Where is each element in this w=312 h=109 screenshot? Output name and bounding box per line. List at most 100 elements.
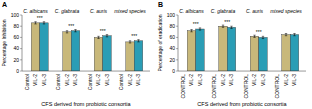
error-cap	[97, 38, 99, 39]
error-bar	[262, 36, 264, 38]
error-cap	[285, 35, 287, 36]
bar	[196, 29, 204, 71]
y-tick	[176, 59, 178, 60]
error-bar	[97, 36, 99, 38]
group-label: C. glabrata	[211, 8, 236, 14]
error-cap	[199, 30, 201, 31]
error-line	[199, 28, 200, 30]
y-tick	[20, 37, 22, 38]
error-bar	[222, 25, 224, 27]
y-tick	[20, 48, 22, 49]
y-tick-label: 80	[169, 23, 175, 29]
group-label: mixed species	[270, 8, 302, 14]
figure: AControlControlControlControlVIL-2VIL-2V…	[0, 0, 312, 109]
x-tick-label: Control	[55, 74, 61, 90]
bar	[187, 31, 195, 71]
plot-area	[187, 25, 298, 71]
x-tick-label: Control	[87, 74, 93, 90]
y-tick-label: 20	[169, 57, 175, 63]
x-tick-label: VIL-2	[220, 74, 226, 86]
x-tick-label: CONTROL	[274, 74, 280, 99]
error-bar	[230, 26, 232, 28]
error-cap	[74, 31, 76, 32]
error-bar	[66, 31, 68, 33]
y-tick-label: 40	[169, 45, 175, 51]
group-label: C. albicans	[23, 8, 48, 14]
x-tick-label: CONTROL	[211, 74, 217, 99]
error-bar	[199, 28, 201, 30]
error-cap	[34, 23, 36, 24]
error-cap	[262, 38, 264, 39]
bar	[259, 37, 267, 71]
error-cap	[293, 33, 295, 34]
error-cap	[199, 27, 201, 28]
annotation: ***	[37, 15, 43, 21]
x-tick-label: VIL-3	[260, 74, 266, 86]
x-tick-label: VIL-2	[64, 74, 70, 86]
error-cap	[262, 36, 264, 37]
y-tick-label: 60	[13, 34, 19, 40]
error-bar	[106, 35, 108, 37]
error-line	[223, 25, 224, 27]
error-cap	[106, 34, 108, 35]
error-cap	[129, 40, 131, 41]
annotation: ***	[193, 21, 199, 27]
y-tick	[176, 48, 178, 49]
error-line	[191, 30, 192, 32]
bar	[250, 36, 258, 71]
panel-title: A	[2, 1, 7, 8]
error-bar	[129, 41, 131, 43]
y-tick	[176, 26, 178, 27]
panel: AControlControlControlControlVIL-2VIL-2V…	[1, 1, 150, 107]
error-cap	[66, 30, 68, 31]
x-tick-label: CONTROL	[243, 74, 249, 99]
error-bar	[293, 33, 295, 35]
x-tick-label: VIL-2	[188, 74, 194, 86]
error-line	[286, 33, 287, 35]
bar	[63, 32, 71, 71]
error-line	[262, 36, 263, 38]
x-tick-label: VIL-3	[197, 74, 203, 86]
error-bar	[74, 30, 76, 32]
y-tick-label: 0	[172, 68, 175, 74]
error-cap	[34, 21, 36, 22]
error-bar	[34, 22, 36, 24]
x-tick-label: Control	[118, 74, 124, 90]
error-bar	[285, 33, 287, 35]
error-cap	[66, 32, 68, 33]
bar	[219, 26, 227, 71]
x-axis-line	[22, 71, 150, 72]
group-label: mixed species	[114, 8, 146, 14]
error-cap	[137, 41, 139, 42]
error-cap	[253, 37, 255, 38]
error-cap	[253, 35, 255, 36]
bar	[134, 41, 142, 71]
bar	[31, 23, 39, 71]
y-tick	[176, 15, 178, 16]
x-tick-label: VIL-3	[291, 74, 297, 86]
error-cap	[190, 29, 192, 30]
plot-area	[31, 22, 142, 71]
annotation: ***	[100, 28, 106, 34]
bar	[71, 31, 79, 71]
error-bar	[253, 35, 255, 37]
x-axis-line	[178, 71, 306, 72]
x-tick-label: Control	[24, 74, 30, 90]
error-bar	[190, 30, 192, 32]
x-tick-label: VIL-2	[95, 74, 101, 86]
annotation: ***	[131, 33, 137, 39]
annotation: ***	[68, 23, 74, 29]
bar	[227, 27, 235, 71]
y-tick	[20, 71, 22, 72]
group-label: C. albicans	[179, 8, 204, 14]
x-tick-label: VIL-2	[32, 74, 38, 86]
x-axis-label: CFS derived from probiotic consortia	[41, 101, 131, 107]
x-tick-label: VIL-3	[228, 74, 234, 86]
group-label: C. auris	[90, 8, 108, 14]
x-tick-label: VIL-2	[283, 74, 289, 86]
x-tick-label: VIL-3	[135, 74, 141, 86]
y-tick	[20, 59, 22, 60]
y-tick-label: 80	[13, 23, 19, 29]
group-label: C. auris	[246, 8, 264, 14]
bar	[290, 35, 298, 71]
